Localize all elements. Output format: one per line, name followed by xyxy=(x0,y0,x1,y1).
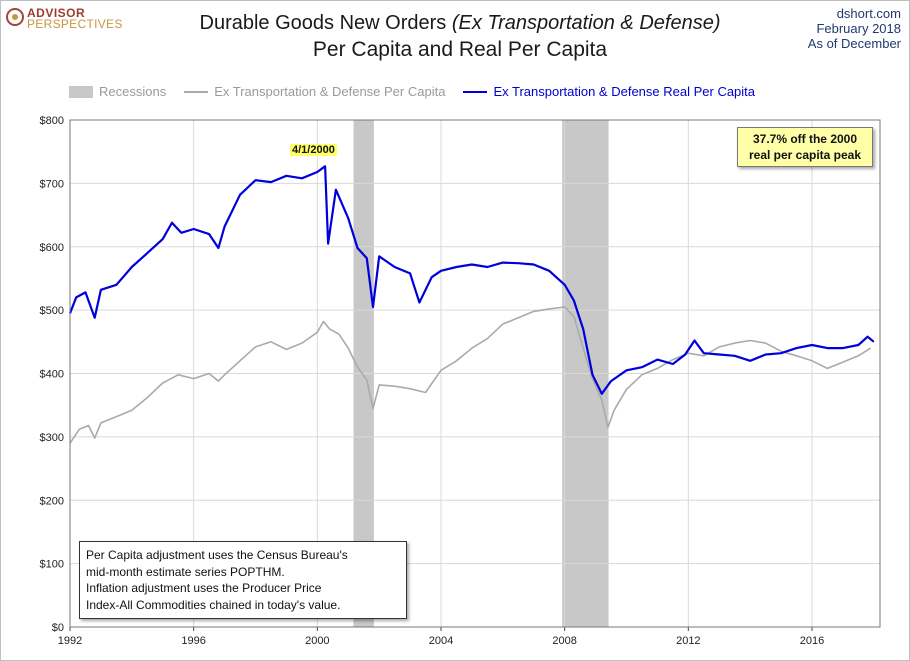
y-tick-label: $400 xyxy=(40,369,64,381)
y-tick-label: $300 xyxy=(40,432,64,444)
legend-swatch-real xyxy=(463,90,488,93)
note-line3: Inflation adjustment uses the Producer P… xyxy=(86,581,322,595)
methodology-note: Per Capita adjustment uses the Census Bu… xyxy=(79,541,407,619)
legend-label-recessions: Recessions xyxy=(99,84,167,99)
chart-title-italic: (Ex Transportation & Defense) xyxy=(451,12,721,34)
x-tick-label: 2008 xyxy=(552,635,576,647)
chart-title: Durable Goods New Orders (Ex Transportat… xyxy=(140,12,780,35)
legend-item-real: Ex Transportation & Defense Real Per Cap… xyxy=(463,84,755,99)
brand-line2: PERSPECTIVES xyxy=(27,17,123,31)
y-tick-label: $100 xyxy=(40,559,64,571)
source-info: dshort.com February 2018 As of December xyxy=(808,6,901,51)
peak-date-label: 4/1/2000 xyxy=(290,144,337,156)
series-line-nominal xyxy=(69,306,872,444)
y-tick-label: $0 xyxy=(52,622,64,634)
brand-line1: ADVISOR xyxy=(27,6,86,20)
legend-swatch-recessions xyxy=(69,85,93,98)
peak-decline-callout: 37.7% off the 2000 real per capita peak xyxy=(737,127,873,167)
callout-line1: 37.7% off the 2000 xyxy=(752,132,858,146)
legend-swatch-nominal xyxy=(184,90,209,93)
note-line2: mid-month estimate series POPTHM. xyxy=(86,564,285,579)
y-tick-label: $200 xyxy=(40,495,64,507)
legend-label-real: Ex Transportation & Defense Real Per Cap… xyxy=(493,84,756,99)
series-line-real xyxy=(68,165,875,395)
x-tick-label: 1996 xyxy=(181,635,205,647)
brand-logo-icon xyxy=(6,8,24,26)
callout-line2: real per capita peak xyxy=(748,148,862,162)
y-tick-label: $800 xyxy=(40,115,64,127)
legend-label-nominal: Ex Transportation & Defense Per Capita xyxy=(214,84,446,99)
x-tick-label: 2016 xyxy=(800,635,824,647)
legend-item-recessions: Recessions xyxy=(69,84,166,99)
source-asof: As of December xyxy=(807,36,901,51)
brand-logo: ADVISOR PERSPECTIVES xyxy=(6,6,123,31)
chart-title-main: Durable Goods New Orders xyxy=(199,12,452,34)
y-tick-label: $500 xyxy=(40,305,64,317)
x-tick-label: 1992 xyxy=(58,635,82,647)
source-site: dshort.com xyxy=(836,6,901,21)
note-line4: Index-All Commodities chained in today's… xyxy=(86,597,341,612)
note-line1: Per Capita adjustment uses the Census Bu… xyxy=(86,548,348,562)
x-tick-label: 2012 xyxy=(676,635,700,647)
plot-border xyxy=(69,119,881,628)
x-tick-label: 2004 xyxy=(429,635,453,647)
legend-item-nominal: Ex Transportation & Defense Per Capita xyxy=(184,84,445,99)
y-tick-label: $700 xyxy=(40,178,64,190)
x-tick-label: 2000 xyxy=(305,635,329,647)
source-date: February 2018 xyxy=(816,21,901,36)
y-tick-label: $600 xyxy=(40,242,64,254)
chart-subtitle: Per Capita and Real Per Capita xyxy=(312,38,608,61)
chart-legend: Recessions Ex Transportation & Defense P… xyxy=(69,84,773,99)
